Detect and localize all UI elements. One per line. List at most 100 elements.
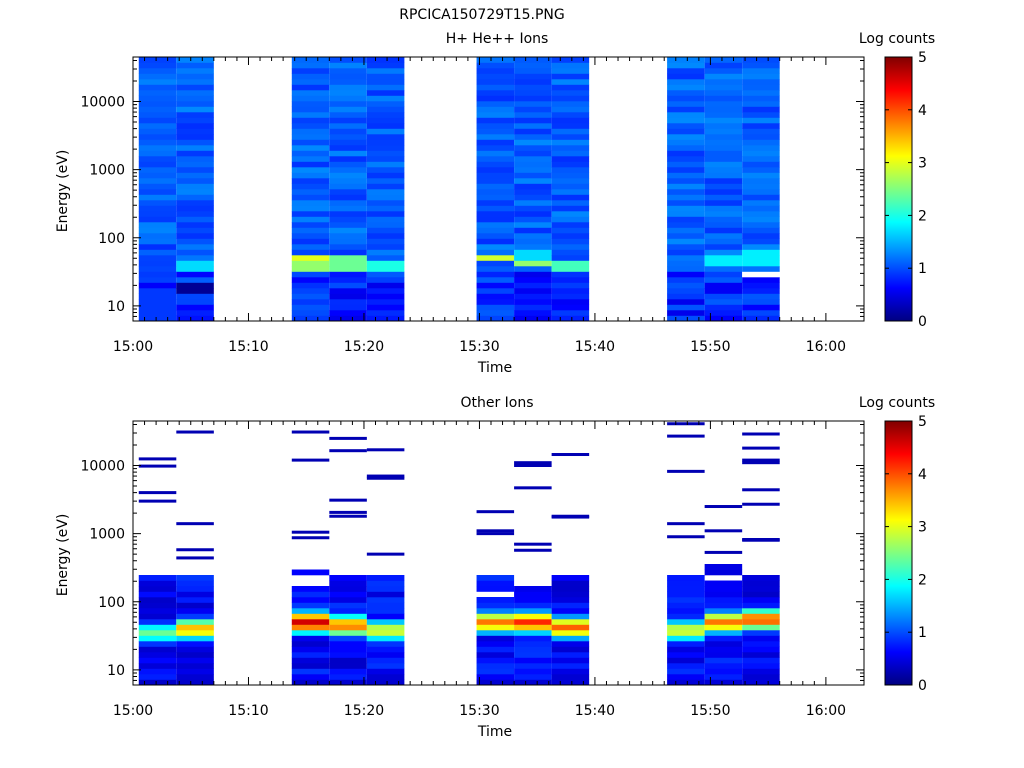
heatmap-cell <box>176 84 214 91</box>
heatmap-cell <box>551 62 590 69</box>
heatmap-cell <box>138 613 177 620</box>
heatmap-cell <box>476 679 515 686</box>
heatmap-cell <box>291 117 330 124</box>
heatmap-cell <box>551 613 590 620</box>
heatmap-cell <box>514 62 552 69</box>
heatmap-cell <box>366 73 405 80</box>
heatmap-cell <box>667 575 705 581</box>
heatmap-cell <box>476 586 515 592</box>
heatmap-cell <box>138 674 177 680</box>
heatmap-cell <box>551 255 590 261</box>
heatmap-cell <box>476 79 515 85</box>
heatmap-cell <box>704 646 743 653</box>
heatmap-cell <box>704 139 743 146</box>
heatmap-cell <box>551 222 590 228</box>
heatmap-cell <box>704 580 743 587</box>
heatmap-cell <box>366 277 405 283</box>
heatmap-cell <box>514 591 552 598</box>
heatmap-cell <box>551 580 590 587</box>
heatmap-cell <box>138 117 177 124</box>
heatmap-cell <box>667 178 705 184</box>
heatmap-cell <box>291 139 330 146</box>
heatmap-cell <box>138 90 177 96</box>
heatmap-cell <box>476 145 515 151</box>
heatmap-cell <box>476 288 515 294</box>
heatmap-cell <box>138 68 177 74</box>
heatmap-cell <box>291 189 330 195</box>
heatmap-cell <box>291 630 330 636</box>
heatmap-cell <box>704 266 743 272</box>
heatmap-cell <box>667 167 705 173</box>
heatmap-cell <box>366 304 405 311</box>
heatmap-cell <box>291 227 330 234</box>
heatmap-cell <box>329 161 367 168</box>
heatmap-cell <box>138 597 177 603</box>
heatmap-cell <box>514 597 552 603</box>
heatmap-cell <box>514 602 552 609</box>
heatmap-cell <box>514 106 552 113</box>
heatmap-cell <box>366 183 405 190</box>
heatmap-cell <box>176 101 214 107</box>
heatmap-cell <box>291 586 330 592</box>
heatmap-cell <box>742 641 780 647</box>
isolated-count <box>514 461 552 465</box>
heatmap-cell <box>704 161 743 168</box>
heatmap-cell <box>366 602 405 609</box>
heatmap-cell <box>514 586 552 592</box>
heatmap-cell <box>291 106 330 113</box>
x-tick-label: 15:10 <box>228 703 268 719</box>
heatmap-cell <box>742 602 780 609</box>
heatmap-cell <box>704 233 743 239</box>
heatmap-cell <box>176 668 214 675</box>
heatmap-cell <box>667 315 705 322</box>
heatmap-cell <box>291 591 330 598</box>
x-tick-label: 16:00 <box>806 339 846 355</box>
heatmap-cell <box>329 156 367 162</box>
heatmap-cell <box>667 79 705 85</box>
heatmap-cell <box>476 244 515 250</box>
colorbar-label: Log counts <box>859 395 935 411</box>
heatmap-cell <box>476 674 515 680</box>
heatmap-cell <box>176 222 214 228</box>
heatmap-cell <box>667 222 705 228</box>
heatmap-cell <box>138 652 177 658</box>
heatmap-cell <box>291 271 330 278</box>
heatmap-cell <box>329 183 367 190</box>
x-tick-label: 16:00 <box>806 703 846 719</box>
heatmap-cell <box>551 249 590 256</box>
heatmap-cell <box>551 657 590 664</box>
heatmap-cell <box>366 635 405 642</box>
heatmap-cell <box>667 597 705 603</box>
heatmap-cell <box>366 608 405 614</box>
heatmap-cell <box>742 304 780 311</box>
heatmap-cell <box>476 630 515 636</box>
heatmap-cell <box>476 255 515 261</box>
heatmap-cell <box>514 299 552 305</box>
heatmap-cell <box>366 62 405 69</box>
heatmap-cell <box>476 635 515 642</box>
y-tick-label: 100 <box>98 595 125 611</box>
heatmap-cell <box>138 641 177 647</box>
y-tick-label: 10000 <box>80 459 125 475</box>
heatmap-cell <box>704 112 743 118</box>
heatmap-cell <box>514 123 552 129</box>
heatmap-cell <box>667 62 705 69</box>
heatmap-cell <box>514 200 552 206</box>
colorbar-gradient <box>884 420 913 686</box>
isolated-count <box>366 474 405 478</box>
heatmap-cell <box>329 95 367 102</box>
heatmap-cell <box>366 244 405 250</box>
heatmap-cell <box>551 663 590 669</box>
heatmap-cell <box>514 84 552 91</box>
isolated-count <box>476 510 515 514</box>
heatmap-cell <box>138 282 177 289</box>
heatmap-cell <box>704 101 743 107</box>
heatmap-cell <box>551 205 590 212</box>
heatmap-cell <box>366 260 405 267</box>
heatmap-cell <box>366 575 405 581</box>
heatmap-cell <box>291 68 330 74</box>
heatmap-cell <box>667 238 705 245</box>
heatmap-cell <box>704 679 743 686</box>
heatmap-cell <box>329 652 367 658</box>
heatmap-cell <box>667 602 705 609</box>
